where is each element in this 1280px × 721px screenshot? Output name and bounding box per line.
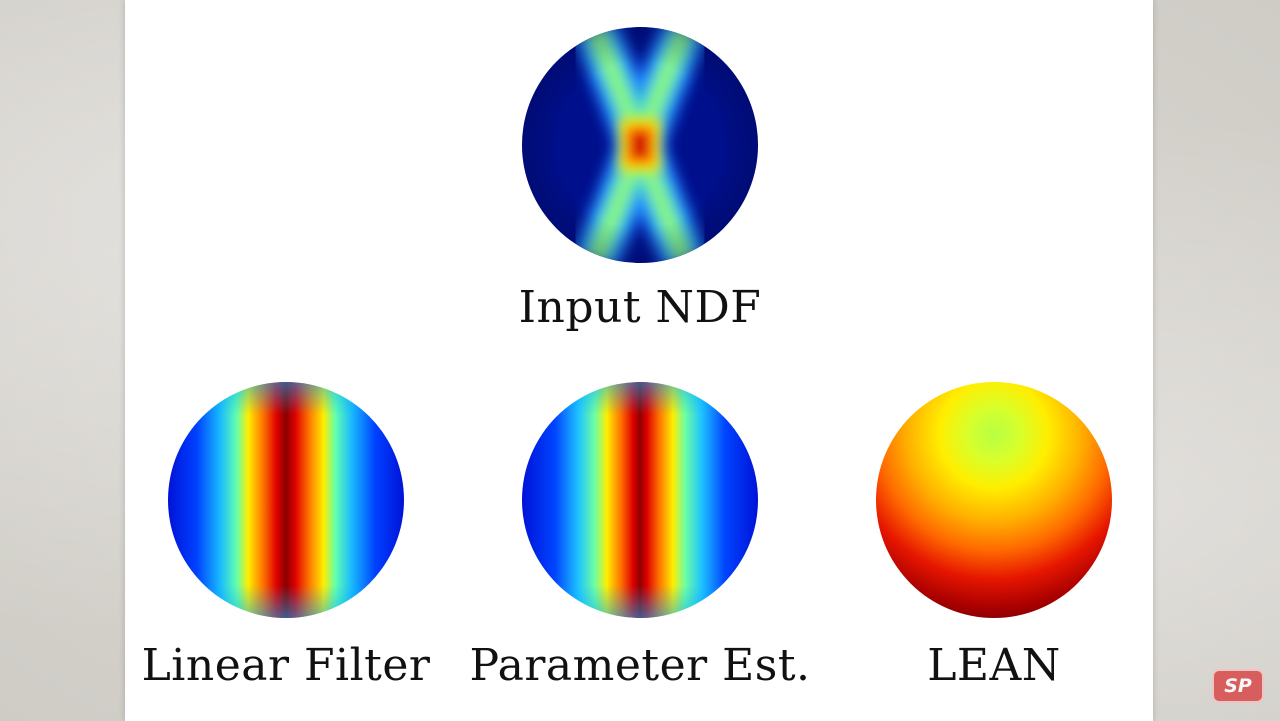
parameter-est-label: Parameter Est. [469,640,811,691]
lean-sphere [876,382,1112,618]
slide-canvas: Input NDF [125,0,1153,721]
parameter-est-sphere [522,382,758,618]
input-ndf-label: Input NDF [518,282,762,333]
lean-label: LEAN [927,640,1061,691]
watermark-logo: SP [1212,669,1264,703]
input-ndf-sphere [522,27,758,263]
linear-filter-label: Linear Filter [141,640,431,691]
linear-filter-sphere [168,382,404,618]
